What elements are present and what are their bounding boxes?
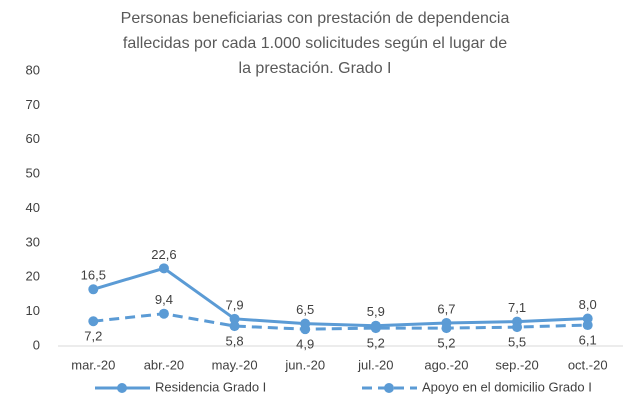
series-line xyxy=(92,266,588,328)
marker xyxy=(229,321,240,332)
x-tick-label: jun.-20 xyxy=(284,357,325,372)
x-tick-label: oct.-20 xyxy=(568,357,608,372)
data-label: 6,1 xyxy=(579,332,597,347)
series-line xyxy=(93,312,588,331)
marker xyxy=(300,324,311,335)
y-tick-label: 0 xyxy=(33,337,40,352)
marker xyxy=(512,322,523,333)
data-label: 5,5 xyxy=(508,335,526,350)
y-tick-label: 80 xyxy=(26,62,40,77)
marker xyxy=(582,320,593,331)
data-label: 8,0 xyxy=(579,297,597,312)
data-label: 5,9 xyxy=(367,304,385,319)
x-tick-label: mar.-20 xyxy=(71,357,115,372)
data-label: 4,9 xyxy=(296,337,314,352)
data-label: 7,2 xyxy=(84,329,102,344)
x-tick-label: sep.-20 xyxy=(495,357,538,372)
marker xyxy=(158,308,169,319)
marker xyxy=(441,323,452,334)
legend-marker xyxy=(384,383,394,393)
x-tick-label: ago.-20 xyxy=(424,357,468,372)
data-label: 7,1 xyxy=(508,300,526,315)
data-label: 6,5 xyxy=(296,302,314,317)
data-label: 9,4 xyxy=(155,292,173,307)
chart-title: Personas beneficiarias con prestación de… xyxy=(120,10,510,77)
y-tick-label: 10 xyxy=(26,303,40,318)
legend-label: Apoyo en el domicilio Grado I xyxy=(422,379,592,394)
y-tick-label: 30 xyxy=(26,234,40,249)
data-label: 6,7 xyxy=(437,301,455,316)
y-tick-label: 70 xyxy=(26,97,40,112)
marker xyxy=(229,313,240,324)
data-label: 22,6 xyxy=(151,247,176,262)
marker xyxy=(370,323,381,334)
y-tick-label: 20 xyxy=(26,269,40,284)
data-label: 7,9 xyxy=(226,297,244,312)
data-label: 5,2 xyxy=(367,336,385,351)
y-tick-label: 50 xyxy=(26,166,40,181)
legend-label: Residencia Grado I xyxy=(155,379,266,394)
y-tick-label: 40 xyxy=(26,200,40,215)
x-tick-label: jul.-20 xyxy=(357,357,393,372)
data-label: 16,5 xyxy=(81,268,106,283)
x-tick-label: may.-20 xyxy=(212,357,258,372)
legend-marker xyxy=(117,383,127,393)
marker xyxy=(158,263,169,274)
marker xyxy=(88,284,99,295)
marker xyxy=(88,316,99,327)
x-tick-label: abr.-20 xyxy=(144,357,184,372)
y-tick-label: 60 xyxy=(26,131,40,146)
data-label: 5,8 xyxy=(226,334,244,349)
data-label: 5,2 xyxy=(437,336,455,351)
